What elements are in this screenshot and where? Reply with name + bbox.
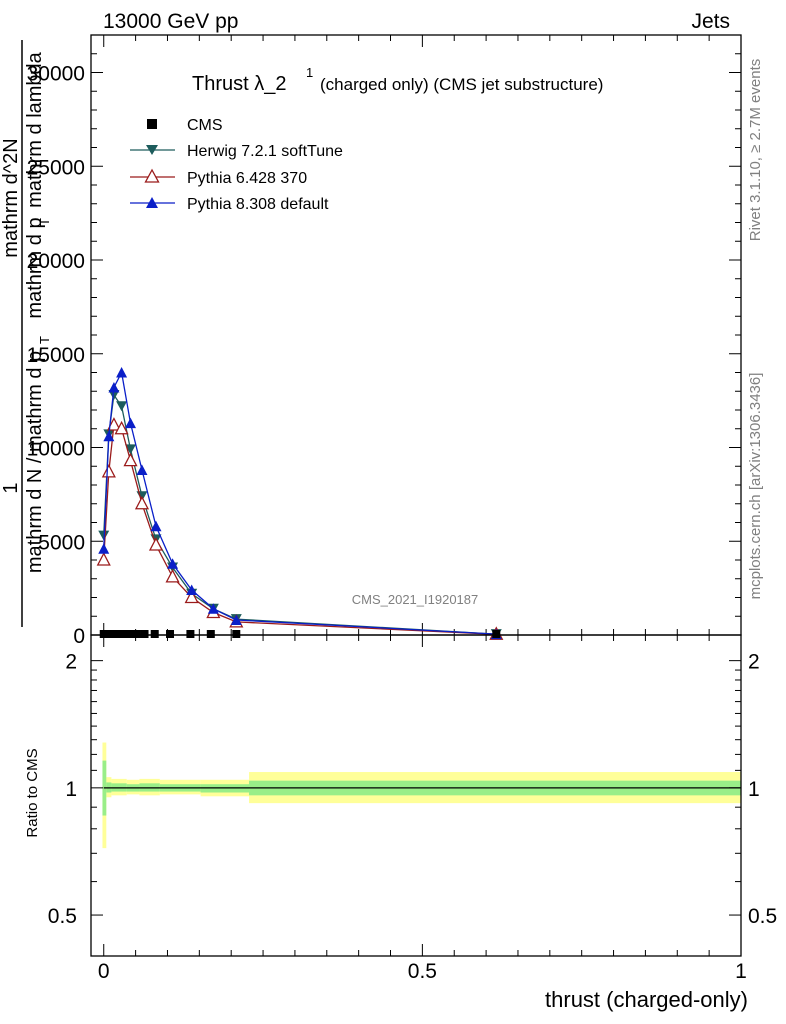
cms-data-point [140, 630, 149, 638]
ratio-tick-label-right: 1 [748, 778, 760, 801]
ratio-axis-ticks: 0.5 0.5 1 1 2 2 0 0.5 1 [48, 635, 777, 983]
y-tick-label: 5000 [38, 531, 85, 554]
cms-data-point [232, 630, 241, 638]
data-point [96, 552, 111, 566]
y-axis-label: 1 mathrm d N / mathrm d p T mathrm d^2N … [0, 40, 52, 627]
ratio-tick-label-right: 2 [748, 651, 760, 674]
ratio-y-label: Ratio to CMS [24, 748, 41, 837]
y-label-dlambda: mathrm d lambda [24, 51, 46, 207]
cms-data-point [492, 630, 501, 638]
legend-marker-cms [147, 119, 157, 129]
ratio-tick-label: 0.5 [48, 905, 77, 928]
x-axis-label: thrust (charged-only) [545, 987, 748, 1012]
cms-data-point [150, 630, 159, 638]
y-tick-label: 25000 [27, 156, 85, 179]
cms-data-point [115, 630, 124, 638]
ratio-tick-label: 1 [65, 778, 77, 801]
cms-data-point [104, 630, 113, 638]
rivet-label: Rivet 3.1.10, ≥ 2.7M events [747, 59, 764, 242]
y-label-sub-t2: T [37, 218, 52, 226]
data-point [116, 367, 128, 378]
title-rest: (charged only) (CMS jet substructure) [320, 75, 603, 94]
data-point [114, 420, 129, 435]
y-label-numerator: mathrm d^2N [0, 138, 22, 257]
analysis-watermark: CMS_2021_I1920187 [352, 592, 479, 607]
main-series [96, 367, 504, 640]
data-point [116, 401, 128, 412]
main-axis-ticks: 0 5000 10000 15000 20000 25000 30000 [27, 35, 742, 648]
cms-data-point [166, 630, 175, 638]
y-tick-label: 30000 [27, 63, 85, 86]
ratio-tick-label: 2 [65, 651, 77, 674]
x-tick-label: 1 [735, 960, 747, 983]
cms-data-point [132, 630, 141, 638]
data-point [165, 568, 180, 583]
legend-label-pythia8: Pythia 8.308 default [187, 196, 329, 213]
data-point [125, 417, 137, 429]
legend: CMS Herwig 7.2.1 softTune Pythia 6.428 3… [130, 117, 343, 213]
data-point [134, 495, 150, 510]
series-pythia6 [96, 417, 504, 640]
data-point [230, 614, 242, 625]
data-point [207, 603, 219, 614]
cms-data-point [109, 630, 118, 638]
chart-title: Thrust λ_2 1 (charged only) (CMS jet sub… [192, 65, 603, 95]
legend-label-pythia6: Pythia 6.428 370 [187, 170, 307, 187]
data-point [123, 452, 138, 467]
series-pythia8 [98, 367, 502, 640]
legend-entry-pythia8: Pythia 8.308 default [130, 196, 329, 213]
ratio-tick-label-right: 0.5 [748, 905, 777, 928]
data-point [186, 584, 198, 595]
data-point [103, 430, 115, 442]
data-point [184, 589, 199, 604]
y-tick-label: 20000 [27, 250, 85, 273]
legend-label-cms: CMS [187, 117, 223, 134]
data-point [167, 558, 179, 569]
data-point [106, 417, 122, 431]
legend-marker-pythia6 [144, 168, 160, 183]
y-tick-label: 10000 [27, 438, 85, 461]
data-point [150, 520, 162, 532]
data-point [136, 464, 148, 475]
cms-data-points [99, 630, 501, 638]
cms-data-point [206, 630, 215, 638]
data-point [101, 463, 116, 478]
data-point [125, 444, 137, 455]
y-label-dp: mathrm d p [24, 217, 46, 318]
data-point [108, 382, 120, 393]
legend-marker-herwig [146, 145, 158, 155]
x-tick-label: 0 [98, 960, 110, 983]
legend-entry-cms: CMS [147, 117, 223, 134]
x-tick-label: 0.5 [408, 960, 437, 983]
data-point [148, 537, 164, 551]
cms-data-point [125, 630, 134, 638]
y-label-one: 1 [0, 482, 22, 493]
title-superscript: 1 [306, 65, 313, 80]
mcplots-label: mcplots.cern.ch [arXiv:1306.3436] [747, 373, 764, 600]
cms-data-point [99, 630, 108, 638]
title-main: Thrust λ_2 [192, 73, 286, 95]
data-point [98, 543, 110, 554]
y-tick-label: 15000 [27, 344, 85, 367]
legend-entry-herwig: Herwig 7.2.1 softTune [130, 143, 343, 160]
legend-label-herwig: Herwig 7.2.1 softTune [187, 143, 343, 160]
header-energy: 13000 GeV pp [103, 10, 238, 33]
legend-entry-pythia6: Pythia 6.428 370 [130, 168, 307, 187]
legend-marker-pythia8 [146, 197, 158, 208]
y-label-denominator: mathrm d N / mathrm d p [24, 351, 46, 573]
cms-data-point [186, 630, 195, 638]
y-tick-label: 0 [73, 625, 85, 648]
ratio-panel-frame [90, 634, 742, 957]
ratio-uncertainty-bands [102, 742, 741, 849]
cms-data-point [120, 630, 129, 638]
header-jets: Jets [691, 10, 730, 33]
y-label-sub-t: T [37, 336, 52, 344]
